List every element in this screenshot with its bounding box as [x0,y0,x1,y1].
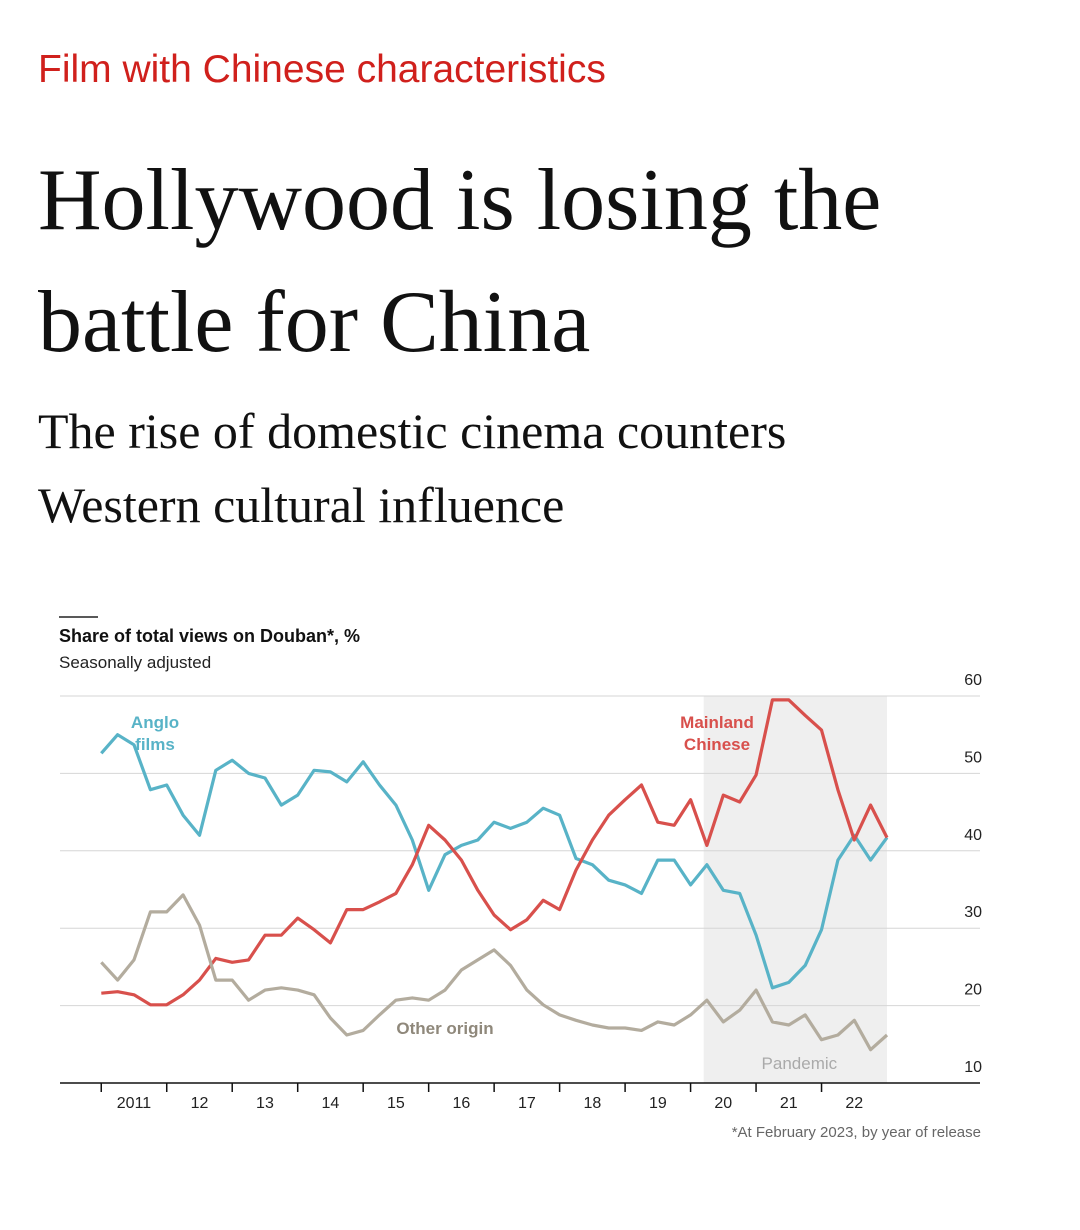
chart-title: Share of total views on Douban*, % [59,626,361,646]
series-label: Other origin [396,1019,494,1038]
x-tick-label: 16 [452,1095,470,1112]
y-tick-label: 20 [964,982,982,999]
y-tick-label: 60 [964,672,982,689]
y-tick-label: 50 [964,749,982,766]
x-tick-label: 17 [518,1095,536,1112]
shading [703,696,888,1083]
x-tick-label: 13 [256,1095,274,1112]
footnote: *At February 2023, by year of release [731,1124,981,1141]
x-tick-label: 18 [583,1095,601,1112]
x-tick-label: 22 [845,1095,863,1112]
x-tick-label: 19 [649,1095,667,1112]
y-tick-label: 40 [964,827,982,844]
series-line [100,733,889,990]
kicker: Film with Chinese characteristics [38,48,606,91]
series-label: Anglo films [130,713,180,754]
x-tick-label: 20 [714,1095,732,1112]
x-tick-label: 21 [780,1095,798,1112]
subtitle: The rise of domestic cinema counters Wes… [38,403,787,533]
chart-subtitle: Seasonally adjusted [59,653,212,672]
x-tick-label: 15 [387,1095,405,1112]
x-tick-label: 14 [322,1095,340,1112]
x-tick-label: 12 [191,1095,209,1112]
headline: Hollywood is losing the battle for China [38,152,882,371]
annotation: Pandemic [762,1054,838,1073]
series-label: Mainland Chinese [680,713,754,754]
y-tick-label: 10 [964,1059,982,1076]
x-tick-label: 2011 [117,1095,152,1112]
series-line [101,698,889,1007]
y-tick-label: 30 [964,904,982,921]
series-line [100,893,889,1052]
